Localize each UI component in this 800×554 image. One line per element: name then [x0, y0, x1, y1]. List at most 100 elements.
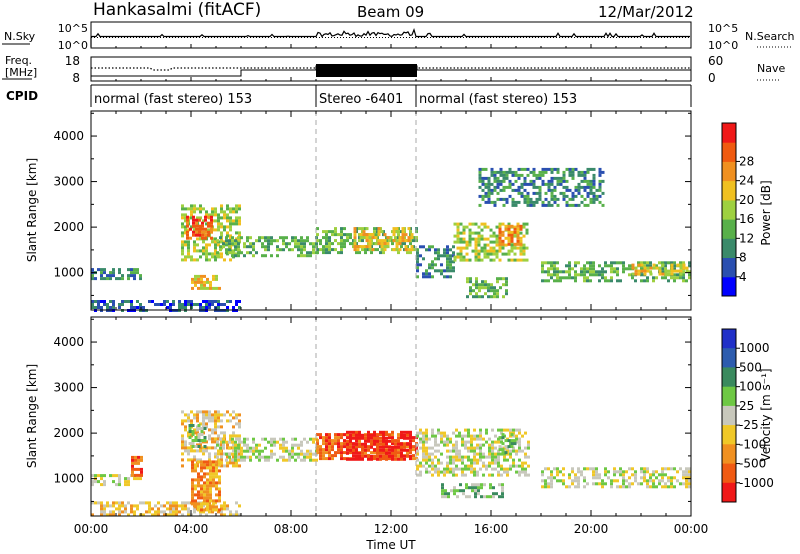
heatmap-cell: [258, 449, 261, 453]
heatmap-cell: [497, 470, 500, 474]
heatmap-cell: [226, 219, 229, 223]
heatmap-cell: [220, 464, 223, 468]
heatmap-cell: [571, 203, 575, 207]
heatmap-cell: [505, 283, 508, 287]
heatmap-cell: [258, 236, 261, 240]
heatmap-cell: [214, 440, 217, 444]
heatmap-cell: [471, 489, 474, 493]
heatmap-cell: [209, 493, 212, 497]
heatmap-cell: [488, 461, 491, 465]
heatmap-cell: [494, 458, 497, 462]
heatmap-cell: [370, 457, 373, 461]
heatmap-cell: [312, 251, 315, 255]
heatmap-cell: [577, 182, 581, 186]
heatmap-cell: [124, 510, 127, 514]
heatmap-cell: [235, 207, 238, 211]
heatmap-cell: [640, 482, 643, 486]
heatmap-cell: [217, 449, 220, 453]
heatmap-cell: [394, 454, 397, 458]
heatmap-cell: [166, 507, 169, 511]
heatmap-cell: [121, 277, 124, 281]
heatmap-cell: [200, 487, 203, 491]
heatmap-cell: [181, 243, 184, 247]
heatmap-cell: [458, 431, 461, 435]
heatmap-cell: [469, 289, 472, 293]
heatmap-cell: [583, 197, 587, 201]
heatmap-cell: [215, 286, 218, 290]
heatmap-cell: [206, 496, 209, 500]
heatmap-cell: [544, 485, 547, 489]
heatmap-cell: [127, 300, 130, 303]
heatmap-cell: [181, 446, 184, 450]
heatmap-cell: [207, 215, 210, 219]
heatmap-cell: [556, 182, 560, 186]
heatmap-cell: [319, 454, 322, 458]
heatmap-cell: [474, 489, 477, 493]
heatmap-cell: [206, 499, 209, 503]
heatmap-cell: [312, 245, 315, 249]
heatmap-cell: [598, 194, 602, 198]
heatmap-cell: [228, 452, 231, 456]
heatmap-cell: [208, 306, 211, 309]
heatmap-cell: [121, 501, 124, 505]
heatmap-cell: [568, 264, 571, 268]
heatmap-cell: [526, 197, 530, 201]
heatmap-cell: [200, 274, 203, 278]
heatmap-cell: [437, 467, 440, 471]
heatmap-cell: [487, 191, 491, 195]
heatmap-cell: [190, 225, 193, 229]
heatmap-cell: [228, 242, 231, 246]
heatmap-cell: [140, 470, 143, 474]
heatmap-cell: [103, 271, 106, 275]
heatmap-cell: [197, 424, 201, 427]
heatmap-cell: [667, 261, 670, 265]
heatmap-cell: [112, 510, 115, 514]
heatmap-cell: [282, 239, 285, 243]
heatmap-cell: [556, 179, 560, 183]
heatmap-cell: [598, 270, 601, 274]
heatmap-cell: [385, 457, 388, 461]
heatmap-cell: [376, 454, 379, 458]
heatmap-cell: [431, 263, 434, 267]
heatmap-cell: [471, 483, 474, 487]
heatmap-cell: [397, 251, 400, 255]
heatmap-cell: [455, 449, 458, 453]
heatmap-cell: [592, 179, 596, 183]
heatmap-cell: [494, 467, 497, 471]
heatmap-cell: [209, 283, 212, 287]
heatmap-cell: [294, 245, 297, 249]
heatmap-cell: [468, 495, 471, 499]
colorbar-tick-label: -1000: [739, 476, 774, 490]
heatmap-cell: [679, 272, 683, 276]
heatmap-cell: [498, 233, 502, 237]
heatmap-cell: [452, 260, 455, 264]
heatmap-cell: [478, 203, 482, 207]
heatmap-cell: [489, 252, 493, 256]
heatmap-cell: [443, 473, 446, 477]
heatmap-cell: [374, 242, 378, 246]
heatmap-cell: [535, 173, 539, 177]
heatmap-cell: [267, 455, 270, 459]
heatmap-cell: [446, 275, 449, 279]
heatmap-cell: [583, 170, 587, 174]
heatmap-cell: [188, 436, 192, 439]
heatmap-cell: [412, 445, 415, 449]
heatmap-cell: [520, 185, 524, 189]
heatmap-cell: [303, 245, 306, 249]
heatmap-cell: [352, 454, 355, 458]
heatmap-cell: [455, 473, 458, 477]
heatmap-cell: [264, 245, 267, 249]
heatmap-cell: [200, 505, 203, 509]
heatmap-cell: [583, 185, 587, 189]
heatmap-cell: [461, 473, 464, 477]
heatmap-cell: [592, 267, 595, 271]
heatmap-cell: [203, 499, 206, 503]
heatmap-cell: [315, 458, 318, 462]
heatmap-cell: [517, 200, 521, 204]
heatmap-cell: [193, 428, 196, 432]
heatmap-cell: [200, 466, 203, 470]
heatmap-cell: [502, 277, 505, 281]
heatmap-cell: [510, 442, 514, 446]
heatmap-cell: [586, 170, 590, 174]
heatmap-cell: [201, 230, 204, 234]
